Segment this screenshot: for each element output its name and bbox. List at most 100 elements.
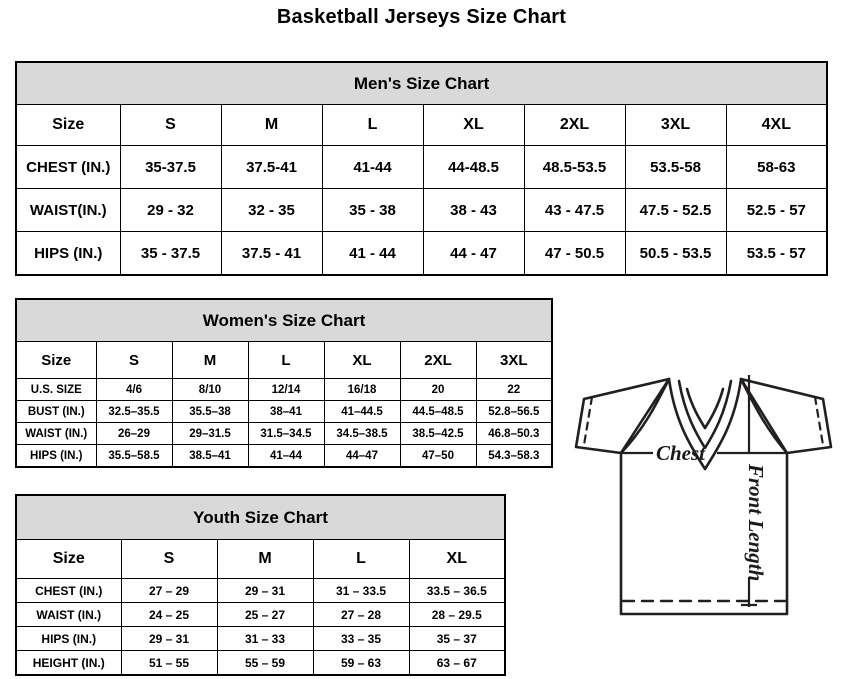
mens-col-header-3xl: 3XL xyxy=(624,104,727,146)
womens-cell-hips-xl: 44–47 xyxy=(323,444,401,468)
womens-col-header-size: Size xyxy=(15,341,97,379)
table-banner-row: Men's Size Chart xyxy=(15,61,828,105)
mens-cell-hips-m: 37.5 - 41 xyxy=(220,231,323,276)
youth-cell-hips-xl: 35 – 37 xyxy=(408,626,506,651)
womens-cell-bust-xl: 41–44.5 xyxy=(323,400,401,423)
womens-row-label-waist: WAIST (IN.) xyxy=(15,422,97,445)
mens-col-header-4xl: 4XL xyxy=(725,104,828,146)
youth-row-label-height: HEIGHT (IN.) xyxy=(15,650,122,676)
womens-cell-hips-l: 41–44 xyxy=(247,444,325,468)
front-length-measure-line xyxy=(741,375,757,607)
womens-cell-waist-s: 26–29 xyxy=(95,422,173,445)
womens-cell-waist-2xl: 38.5–42.5 xyxy=(399,422,477,445)
chest-measure-label: Chest xyxy=(656,441,706,465)
youth-col-header-xl: XL xyxy=(408,539,506,579)
mens-row-label-chest: CHEST (IN.) xyxy=(15,145,121,189)
table-row: HIPS (IN.) 35 - 37.5 37.5 - 41 41 - 44 4… xyxy=(15,231,828,276)
youth-cell-chest-l: 31 – 33.5 xyxy=(312,578,410,603)
womens-row-label-us-size: U.S. SIZE xyxy=(15,378,97,401)
womens-cell-hips-2xl: 47–50 xyxy=(399,444,477,468)
mens-col-header-xl: XL xyxy=(422,104,525,146)
mens-cell-hips-3xl: 50.5 - 53.5 xyxy=(624,231,727,276)
mens-cell-waist-4xl: 52.5 - 57 xyxy=(725,188,828,232)
mens-cell-hips-xl: 44 - 47 xyxy=(422,231,525,276)
page-title: Basketball Jerseys Size Chart xyxy=(276,6,567,28)
womens-col-header-s: S xyxy=(95,341,173,379)
mens-cell-waist-m: 32 - 35 xyxy=(220,188,323,232)
youth-cell-chest-s: 27 – 29 xyxy=(120,578,218,603)
mens-size-chart-table: Men's Size Chart Size S M L XL 2XL 3XL 4… xyxy=(15,61,829,276)
mens-cell-waist-2xl: 43 - 47.5 xyxy=(523,188,626,232)
womens-row-label-bust: BUST (IN.) xyxy=(15,400,97,423)
table-row: CHEST (IN.) 27 – 29 29 – 31 31 – 33.5 33… xyxy=(15,578,506,603)
mens-row-label-waist: WAIST(IN.) xyxy=(15,188,121,232)
mens-cell-chest-s: 35-37.5 xyxy=(119,145,222,189)
womens-col-header-2xl: 2XL xyxy=(399,341,477,379)
mens-cell-hips-4xl: 53.5 - 57 xyxy=(725,231,828,276)
mens-cell-waist-3xl: 47.5 - 52.5 xyxy=(624,188,727,232)
table-row: CHEST (IN.) 35-37.5 37.5-41 41-44 44-48.… xyxy=(15,145,828,189)
table-row: HIPS (IN.) 29 – 31 31 – 33 33 – 35 35 – … xyxy=(15,626,506,651)
table-banner-row: Youth Size Chart xyxy=(15,494,506,540)
mens-cell-waist-s: 29 - 32 xyxy=(119,188,222,232)
mens-cell-chest-l: 41-44 xyxy=(321,145,424,189)
youth-cell-height-xl: 63 – 67 xyxy=(408,650,506,676)
table-row: WAIST (IN.) 24 – 25 25 – 27 27 – 28 28 –… xyxy=(15,602,506,627)
youth-cell-chest-m: 29 – 31 xyxy=(216,578,314,603)
womens-cell-waist-xl: 34.5–38.5 xyxy=(323,422,401,445)
womens-cell-bust-s: 32.5–35.5 xyxy=(95,400,173,423)
youth-cell-chest-xl: 33.5 – 36.5 xyxy=(408,578,506,603)
mens-cell-hips-s: 35 - 37.5 xyxy=(119,231,222,276)
youth-cell-height-l: 59 – 63 xyxy=(312,650,410,676)
mens-cell-chest-2xl: 48.5-53.5 xyxy=(523,145,626,189)
youth-cell-waist-m: 25 – 27 xyxy=(216,602,314,627)
womens-cell-waist-l: 31.5–34.5 xyxy=(247,422,325,445)
youth-row-label-chest: CHEST (IN.) xyxy=(15,578,122,603)
mens-cell-hips-2xl: 47 - 50.5 xyxy=(523,231,626,276)
table-row: HEIGHT (IN.) 51 – 55 55 – 59 59 – 63 63 … xyxy=(15,650,506,676)
mens-cell-chest-3xl: 53.5-58 xyxy=(624,145,727,189)
womens-cell-waist-3xl: 46.8–50.3 xyxy=(475,422,553,445)
womens-cell-us-size-m: 8/10 xyxy=(171,378,249,401)
womens-cell-us-size-3xl: 22 xyxy=(475,378,553,401)
mens-cell-waist-xl: 38 - 43 xyxy=(422,188,525,232)
jersey-outline-icon xyxy=(574,377,833,616)
mens-cell-chest-xl: 44-48.5 xyxy=(422,145,525,189)
womens-chart-banner: Women's Size Chart xyxy=(15,298,553,342)
mens-col-header-2xl: 2XL xyxy=(523,104,626,146)
mens-cell-hips-l: 41 - 44 xyxy=(321,231,424,276)
womens-size-chart-table: Women's Size Chart Size S M L XL 2XL 3XL… xyxy=(15,298,554,468)
mens-col-header-s: S xyxy=(119,104,222,146)
table-row: WAIST (IN.) 26–29 29–31.5 31.5–34.5 34.5… xyxy=(15,422,553,445)
youth-chart-banner: Youth Size Chart xyxy=(15,494,506,540)
womens-cell-us-size-xl: 16/18 xyxy=(323,378,401,401)
womens-cell-hips-3xl: 54.3–58.3 xyxy=(475,444,553,468)
mens-col-header-l: L xyxy=(321,104,424,146)
youth-cell-hips-l: 33 – 35 xyxy=(312,626,410,651)
table-row: WAIST(IN.) 29 - 32 32 - 35 35 - 38 38 - … xyxy=(15,188,828,232)
womens-cell-waist-m: 29–31.5 xyxy=(171,422,249,445)
youth-cell-hips-m: 31 – 33 xyxy=(216,626,314,651)
womens-col-header-3xl: 3XL xyxy=(475,341,553,379)
womens-cell-bust-l: 38–41 xyxy=(247,400,325,423)
womens-cell-us-size-2xl: 20 xyxy=(399,378,477,401)
youth-cell-waist-xl: 28 – 29.5 xyxy=(408,602,506,627)
womens-col-header-xl: XL xyxy=(323,341,401,379)
youth-cell-hips-s: 29 – 31 xyxy=(120,626,218,651)
youth-row-label-hips: HIPS (IN.) xyxy=(15,626,122,651)
table-banner-row: Women's Size Chart xyxy=(15,298,553,342)
womens-col-header-m: M xyxy=(171,341,249,379)
jersey-measurement-diagram: Chest Front Length xyxy=(551,352,843,672)
womens-col-header-l: L xyxy=(247,341,325,379)
mens-col-header-m: M xyxy=(220,104,323,146)
youth-cell-height-s: 51 – 55 xyxy=(120,650,218,676)
mens-chart-banner: Men's Size Chart xyxy=(15,61,828,105)
youth-cell-waist-l: 27 – 28 xyxy=(312,602,410,627)
table-row: HIPS (IN.) 35.5–58.5 38.5–41 41–44 44–47… xyxy=(15,444,553,468)
youth-size-chart-table: Youth Size Chart Size S M L XL CHEST (IN… xyxy=(15,494,507,676)
youth-col-header-l: L xyxy=(312,539,410,579)
womens-cell-bust-3xl: 52.8–56.5 xyxy=(475,400,553,423)
youth-cell-height-m: 55 – 59 xyxy=(216,650,314,676)
youth-col-header-m: M xyxy=(216,539,314,579)
womens-cell-hips-s: 35.5–58.5 xyxy=(95,444,173,468)
